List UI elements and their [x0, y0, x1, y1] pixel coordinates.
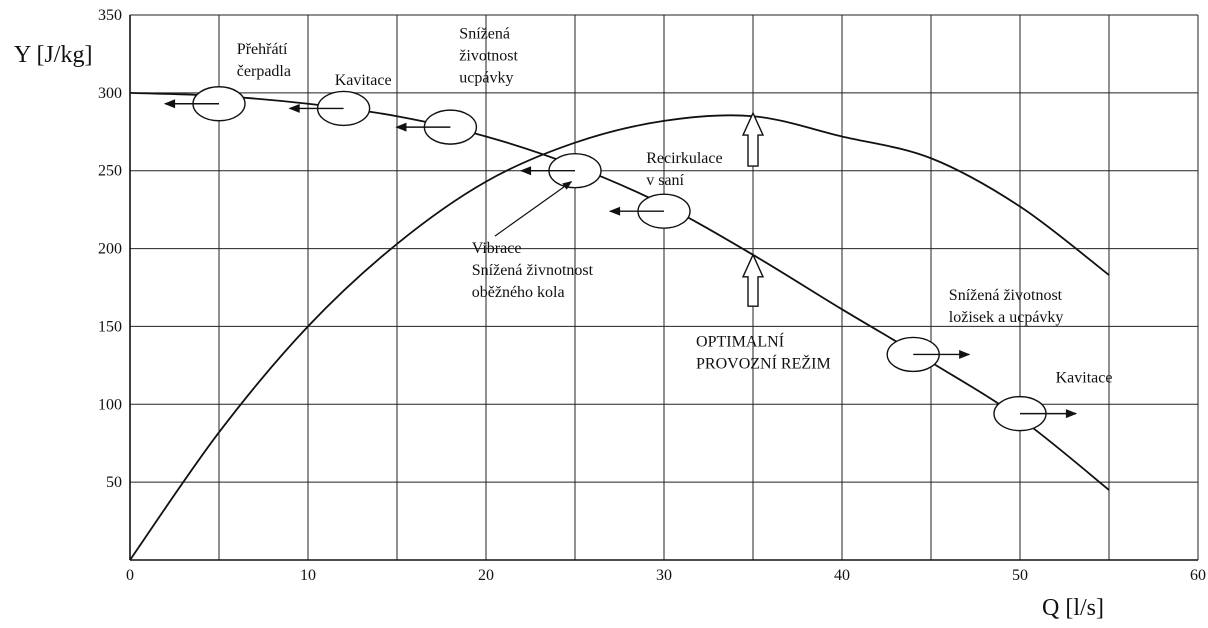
x-tick-label: 30: [656, 567, 672, 584]
annotation-optimalni: OPTIMALNÍ PROVOZNÍ REŽIM: [696, 332, 831, 373]
annotation-line: ucpávky: [459, 69, 513, 86]
annotation-line: Recirkulace: [646, 150, 722, 167]
y-tick-label: 50: [106, 474, 122, 491]
y-tick-label: 350: [98, 7, 122, 24]
annotation-line: ložisek a ucpávky: [949, 309, 1064, 326]
annotation-line: Kavitace: [335, 72, 392, 89]
annotation-line: životnost: [459, 47, 518, 64]
annotation-line: Přehřátí: [237, 41, 288, 58]
x-tick-label: 0: [126, 567, 134, 584]
x-tick-label: 20: [478, 567, 494, 584]
annotation-snizena-upc: Snížená životnost ucpávky: [459, 25, 518, 86]
x-tick-label: 50: [1012, 567, 1028, 584]
annotation-line: Snížená: [459, 25, 510, 42]
series-line-pump-curve: [129, 91, 1110, 491]
annotation-recirkulace: Recirkulace v saní: [646, 150, 722, 189]
annotation-line: čerpadla: [237, 63, 291, 80]
y-tick-label: 200: [98, 241, 122, 258]
annotation-line: Kavitace: [1056, 369, 1113, 386]
annotation-lozisek: Snížená životnost ložisek a ucpávky: [949, 287, 1064, 326]
series-line-efficiency-curve: [129, 114, 1110, 561]
optimal-up-arrow: [741, 253, 765, 307]
annotation-line: Vibrace: [472, 240, 522, 257]
y-tick-label: 100: [98, 396, 122, 413]
annotation-kavitace1: Kavitace: [335, 72, 392, 89]
y-tick-label: 300: [98, 85, 122, 102]
y-tick-label: 250: [98, 163, 122, 180]
x-axis-title: Q [l/s]: [1042, 595, 1104, 621]
optimal-up-arrow: [741, 111, 765, 167]
y-tick-label: 150: [98, 318, 122, 335]
x-tick-label: 40: [834, 567, 850, 584]
annotation-vibrace: Vibrace Snížená živnotnost oběžného kola: [472, 240, 594, 301]
vibrace-pointer: [494, 181, 573, 237]
annotation-line: Snížená živnotnost: [472, 262, 594, 279]
annotation-kavitace2: Kavitace: [1056, 369, 1113, 386]
annotation-line: OPTIMALNÍ: [696, 332, 784, 351]
x-tick-label: 60: [1190, 567, 1206, 584]
annotation-line: Snížená životnost: [949, 287, 1063, 304]
annotation-prehrati: Přehřátí čerpadla: [237, 41, 291, 80]
annotation-line: v saní: [646, 172, 684, 189]
annotation-line: oběžného kola: [472, 284, 565, 301]
annotation-line: PROVOZNÍ REŽIM: [696, 354, 831, 373]
x-tick-label: 10: [300, 567, 316, 584]
y-axis-title: Y [J/kg]: [14, 42, 92, 68]
